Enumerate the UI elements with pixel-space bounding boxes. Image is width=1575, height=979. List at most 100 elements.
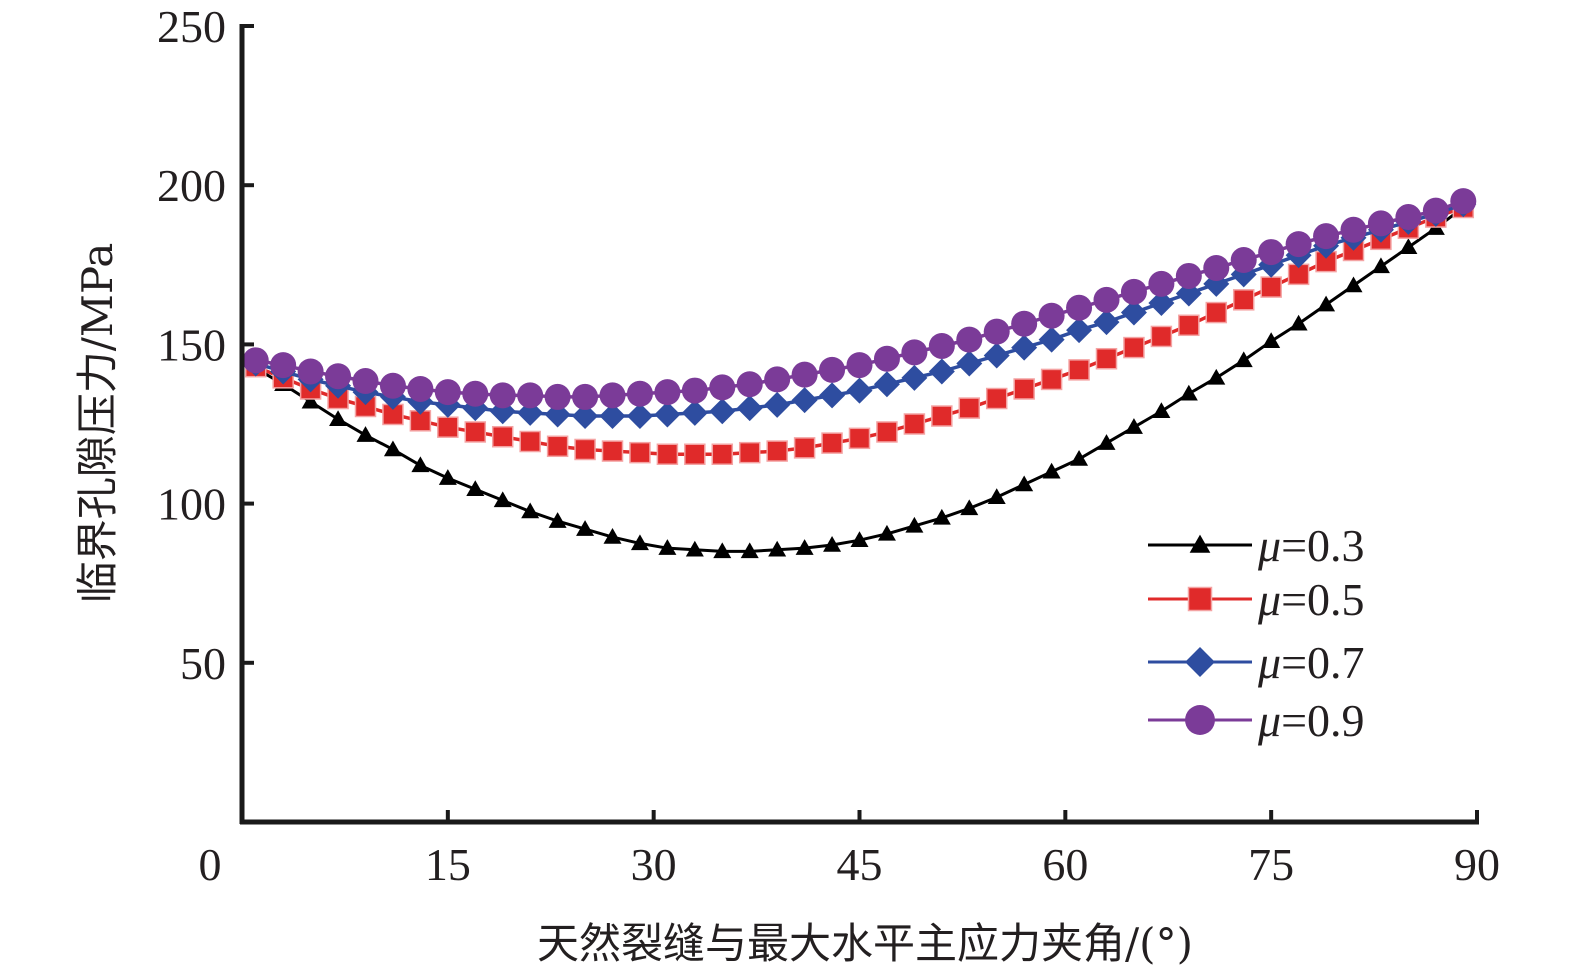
data-point	[626, 380, 653, 407]
data-point	[791, 387, 818, 414]
data-point	[1422, 197, 1449, 224]
data-point	[1234, 351, 1253, 368]
data-point	[1450, 188, 1477, 215]
data-point	[736, 371, 763, 398]
legend-label: μ=0.9	[1257, 695, 1365, 746]
data-point	[903, 413, 926, 435]
data-point	[821, 432, 843, 454]
data-point	[711, 443, 734, 465]
legend-item: μ=0.3	[1148, 520, 1365, 571]
data-point	[517, 382, 544, 409]
data-point	[1070, 450, 1089, 466]
data-point	[1344, 276, 1363, 293]
data-point	[819, 356, 846, 383]
data-point	[983, 318, 1010, 345]
data-point	[1148, 270, 1175, 297]
data-point	[1148, 290, 1175, 317]
x-tick-label: 90	[1454, 839, 1500, 890]
axes: 50 100 150 200 250 0 15 30 45 60 75 90	[157, 1, 1500, 890]
data-point	[521, 502, 540, 519]
y-tick-label: 150	[157, 319, 226, 370]
data-point	[713, 542, 732, 559]
series-μ=0.9	[242, 188, 1477, 410]
data-point	[434, 379, 461, 406]
data-point	[905, 516, 924, 533]
x-tick-label: 15	[425, 839, 471, 890]
data-point	[1179, 384, 1198, 401]
data-point	[1120, 299, 1147, 326]
data-point	[876, 421, 898, 443]
data-point	[1015, 475, 1034, 492]
data-point	[1260, 276, 1282, 298]
data-point	[1258, 239, 1285, 266]
data-point	[519, 430, 541, 453]
data-point	[1313, 223, 1340, 250]
legend-item: μ=0.9	[1148, 695, 1365, 746]
data-point	[297, 358, 324, 385]
data-point	[791, 361, 818, 388]
data-point	[379, 372, 406, 399]
data-point	[985, 387, 1008, 410]
data-point	[1093, 309, 1120, 336]
data-point	[1068, 359, 1090, 381]
x-axis-title: 天然裂缝与最大水平主应力夹角/(°)	[537, 919, 1193, 968]
data-point	[572, 383, 599, 410]
legend-mu-symbol: μ	[1257, 695, 1281, 746]
legend-marker	[1185, 647, 1215, 677]
data-point	[466, 480, 485, 497]
data-point	[352, 368, 379, 395]
data-point	[1097, 434, 1116, 450]
data-point	[709, 398, 736, 425]
data-point	[928, 332, 955, 359]
data-point	[1093, 286, 1120, 313]
data-point	[819, 382, 846, 409]
data-point	[544, 383, 571, 410]
legend-value: =0.7	[1281, 637, 1364, 688]
data-point	[462, 380, 489, 407]
data-point	[601, 440, 624, 462]
data-point	[738, 441, 761, 464]
data-point	[383, 440, 402, 457]
data-point	[1399, 238, 1418, 255]
data-point	[599, 403, 626, 430]
y-tick-label: 200	[157, 160, 226, 211]
series-line	[255, 205, 1464, 456]
data-point	[464, 421, 487, 443]
x-tick-label: 60	[1042, 839, 1088, 890]
data-point	[491, 425, 514, 448]
legend-item: μ=0.7	[1148, 637, 1365, 688]
data-point	[1178, 314, 1200, 337]
data-point	[1285, 231, 1312, 258]
data-point	[626, 403, 653, 430]
data-point	[1011, 310, 1038, 337]
x-tick-label: 45	[837, 839, 883, 890]
data-point	[684, 443, 706, 465]
data-point	[1205, 301, 1228, 324]
data-point	[736, 395, 763, 422]
data-point	[1152, 402, 1171, 419]
data-point	[437, 416, 459, 438]
data-point	[793, 437, 816, 459]
data-point	[629, 441, 651, 464]
data-point	[795, 539, 814, 555]
data-point	[1013, 378, 1035, 400]
data-point	[1011, 334, 1038, 361]
data-point	[960, 499, 979, 516]
data-point	[493, 491, 512, 508]
series-μ=0.3	[246, 198, 1473, 559]
data-point	[548, 512, 567, 528]
legend-marker	[1189, 534, 1211, 553]
data-point	[931, 405, 953, 427]
data-point	[1340, 216, 1367, 243]
legend-value: =0.9	[1281, 695, 1364, 746]
data-point	[901, 364, 928, 391]
data-point	[1175, 262, 1202, 289]
data-point	[1038, 326, 1065, 353]
data-point	[407, 375, 434, 402]
data-point	[850, 531, 869, 547]
legend-marker	[1187, 586, 1213, 612]
data-point	[489, 382, 516, 409]
data-point	[958, 397, 981, 419]
legend-label: μ=0.3	[1257, 520, 1365, 571]
legend-mu-symbol: μ	[1257, 574, 1281, 625]
